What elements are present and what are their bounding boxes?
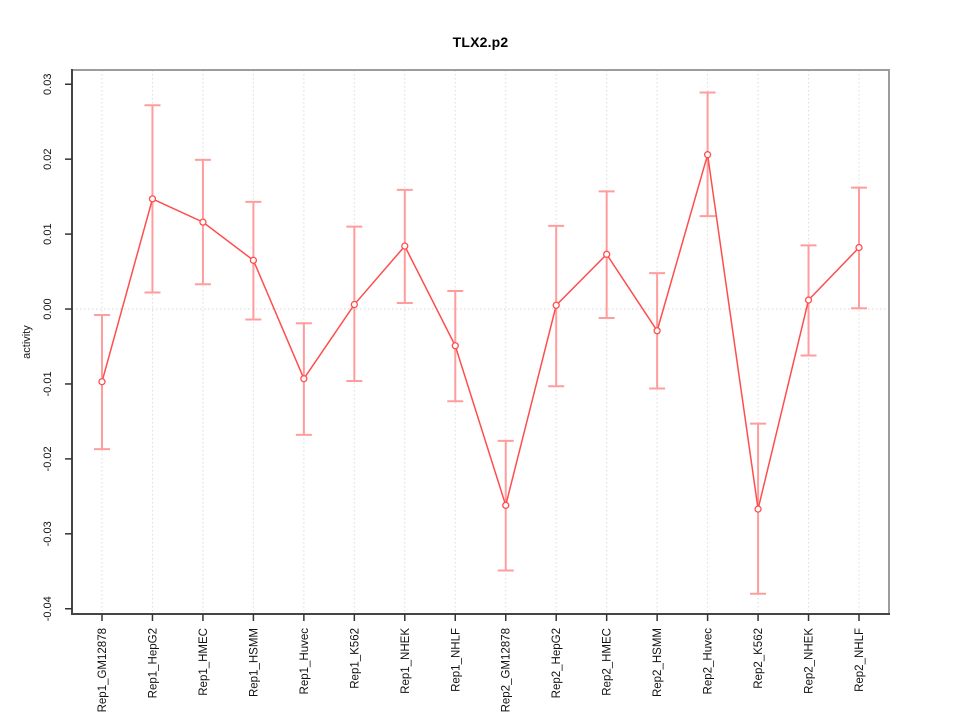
data-line [101,154,860,510]
data-point [401,242,409,250]
x-category-label: Rep1_NHEK [400,628,412,694]
data-point [502,501,510,509]
x-category-label: Rep1_HMEC [198,628,210,696]
data-point [98,378,106,386]
data-point [855,243,863,252]
x-category-label: Rep1_K562 [349,628,361,689]
x-category-label: Rep2_GM12878 [501,628,513,712]
data-point [653,327,661,335]
x-category-label: Rep2_Huvec [703,628,715,695]
y-tick-label: 0.01 [42,223,54,244]
x-category-label: Rep2_HSMM [652,628,664,697]
y-tick-label: -0.03 [42,521,54,546]
y-tick-label: 0.02 [42,148,54,169]
data-point [754,505,762,513]
x-category-label: Rep2_HMEC [602,628,614,696]
x-category-label: Rep1_HepG2 [147,628,159,698]
y-tick-label: -0.01 [42,371,54,396]
data-point [300,375,308,383]
x-category-label: Rep1_Huvec [299,628,311,695]
x-category-label: Rep2_NHLF [854,628,866,692]
data-point [703,151,712,159]
x-category-label: Rep1_NHLF [450,628,462,692]
x-category-label: Rep2_NHEK [804,628,816,694]
y-tick-label: 0.03 [42,74,54,95]
y-tick-label: 0.00 [42,298,54,319]
chart-title: TLX2.p2 [452,34,509,50]
data-point [350,300,358,309]
x-category-label: Rep2_HepG2 [551,628,563,698]
x-category-label: Rep1_GM12878 [97,628,109,712]
y-tick-label: -0.04 [42,596,54,621]
x-category-label: Rep1_HSMM [248,628,260,697]
data-point [249,256,258,264]
data-point [451,342,459,350]
data-point [552,301,560,309]
data-point [804,296,813,304]
x-category-label: Rep2_K562 [753,628,765,689]
data-point [199,218,207,226]
y-tick-label: -0.02 [42,446,54,471]
data-point [148,195,157,203]
data-point [603,250,611,258]
